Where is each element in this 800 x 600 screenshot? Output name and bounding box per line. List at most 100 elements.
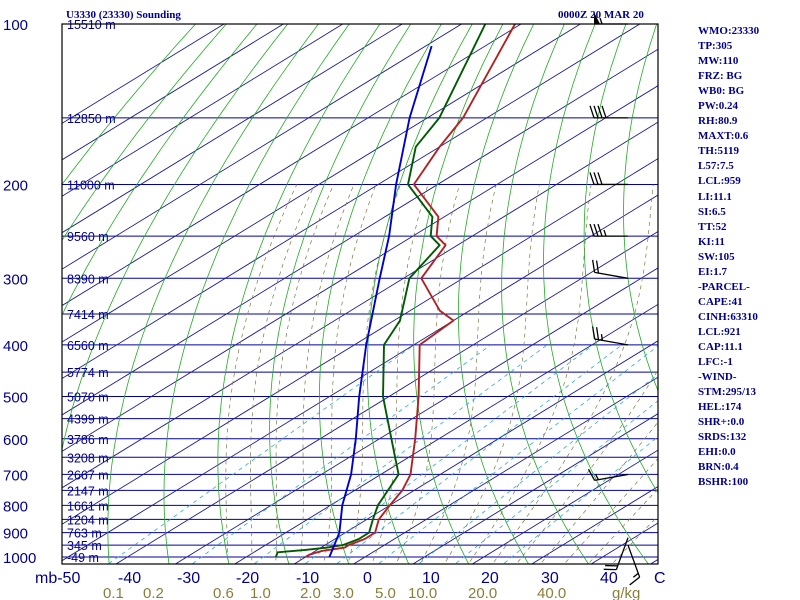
height-label: 3786 m <box>67 433 109 447</box>
moist-adiabat <box>250 184 316 564</box>
wind-barb-flag <box>629 576 641 586</box>
sounding-datetime: 0000Z 20 MAR 20 <box>558 9 644 21</box>
wind-barb <box>587 468 629 481</box>
mixing-ratio-label: 2.0 <box>300 585 321 600</box>
height-label: 1661 m <box>67 499 109 513</box>
stat-line: MW:110 <box>698 55 739 68</box>
pressure-tick-label: 800 <box>3 498 28 515</box>
dry-adiabat <box>501 24 590 564</box>
plot-frame <box>61 23 659 565</box>
stat-line: FRZ: BG <box>698 70 743 83</box>
wind-barb-flag <box>587 468 596 481</box>
height-label: 5070 m <box>67 391 109 405</box>
wind-barb-flag <box>597 105 603 119</box>
height-label: 12850 m <box>67 112 116 126</box>
moist-adiabat <box>299 184 355 564</box>
stat-line: RH:80.9 <box>698 115 738 128</box>
stat-line: LFC:-1 <box>698 356 733 369</box>
stat-line: SW:105 <box>698 250 735 263</box>
isotherm-line <box>62 194 658 562</box>
height-label: 4399 m <box>67 413 109 427</box>
temperature-tick-label: 30 <box>541 570 559 587</box>
mixing-ratio-label: 3.0 <box>333 585 354 600</box>
temperature-tick-label: -40 <box>118 570 141 587</box>
mixing-ratio-label: 1.0 <box>250 585 271 600</box>
wind-barb <box>589 223 628 237</box>
temperature-tick-label: C <box>654 570 666 587</box>
pressure-tick-label: 500 <box>3 390 28 407</box>
wind-barb-half-flag <box>600 334 604 341</box>
stat-line: LI:11.1 <box>698 190 732 203</box>
height-label: 15510 m <box>67 18 116 32</box>
height-label: 2667 m <box>67 468 109 482</box>
wind-barb-pennant <box>594 12 600 24</box>
stat-line: WB0: BG <box>698 85 745 98</box>
isotherm-line <box>62 158 658 525</box>
temperature-line <box>305 24 516 558</box>
temperature-tick-label: -20 <box>236 570 259 587</box>
wind-barb-flag <box>592 259 596 273</box>
dry-adiabat <box>543 24 649 564</box>
mixing-ratio-label: 0.2 <box>143 585 164 600</box>
height-label: 5774 m <box>67 366 109 380</box>
mixing-ratio-label: 20.0 <box>468 585 497 600</box>
stat-line: BSHR:100 <box>698 476 749 489</box>
isotherm-line <box>62 48 658 416</box>
mixing-ratio-line <box>418 373 658 564</box>
stat-line: CAP:11.1 <box>698 340 743 353</box>
stat-line: SHR+:0.0 <box>698 416 745 429</box>
pressure-tick-label: 200 <box>3 177 28 194</box>
stat-line: PW:0.24 <box>698 100 739 113</box>
dry-adiabat <box>413 24 504 564</box>
stat-line: EHI:0.0 <box>698 446 736 459</box>
wind-barb <box>592 326 629 346</box>
parcel-line <box>328 45 433 558</box>
isotherm-line <box>62 24 462 270</box>
dewpoint-line <box>275 24 487 558</box>
moist-adiabat <box>225 184 298 564</box>
stat-line: TP:305 <box>698 40 733 53</box>
mixing-ratio-line <box>191 344 492 564</box>
stat-line: STM:295/13 <box>698 386 757 399</box>
dry-adiabat <box>62 24 289 452</box>
dry-adiabat <box>458 24 535 564</box>
moist-adiabat <box>419 184 497 564</box>
temperature-tick-label: 40 <box>600 570 618 587</box>
stats-panel: WMO:23330 TP:305 MW:110 FRZ: BG WB0: BG PW:0.… <box>698 24 800 490</box>
stat-line: TH:5119 <box>698 145 739 158</box>
stat-line: EI:1.7 <box>698 265 728 278</box>
isotherm-line <box>62 24 641 380</box>
dry-adiabat <box>319 24 442 564</box>
height-label: 9560 m <box>67 230 109 244</box>
wind-barb-flag <box>595 327 600 340</box>
wind-barb-staff <box>594 338 629 346</box>
wind-barb-flag <box>597 172 603 185</box>
stat-line: WMO:23330 <box>698 25 760 37</box>
mixing-ratio-line <box>335 344 623 564</box>
height-label: 3208 m <box>67 451 109 465</box>
stat-line: SI:6.5 <box>698 205 726 218</box>
height-label: 1204 m <box>67 513 109 527</box>
mixing-ratio-label: 40.0 <box>537 585 566 600</box>
moist-adiabat <box>515 369 658 564</box>
dry-adiabat <box>269 24 412 564</box>
temperature-tick-label: 10 <box>422 570 440 587</box>
pressure-tick-label: 300 <box>3 271 28 288</box>
stat-line: BRN:0.4 <box>698 461 739 474</box>
wind-barb-flag <box>589 223 595 237</box>
height-label: 2147 m <box>67 484 109 498</box>
mixing-ratio-label: 0.1 <box>103 585 124 600</box>
stat-line: LCL:921 <box>698 325 741 338</box>
isotherm-line <box>62 24 225 124</box>
wind-barb-staff <box>627 544 641 578</box>
wind-barb <box>589 105 628 119</box>
wind-barb-flag <box>595 260 600 274</box>
moist-adiabat <box>347 184 401 564</box>
temperature-tick-label: mb-50 <box>35 570 80 587</box>
mixing-ratio-line <box>107 344 415 564</box>
height-label: 345 m <box>67 539 102 553</box>
pressure-tick-label: 900 <box>3 526 28 543</box>
pressure-tick-label: 400 <box>3 338 28 355</box>
stat-line: CAPE:41 <box>698 295 743 308</box>
isotherm-line <box>412 413 658 564</box>
